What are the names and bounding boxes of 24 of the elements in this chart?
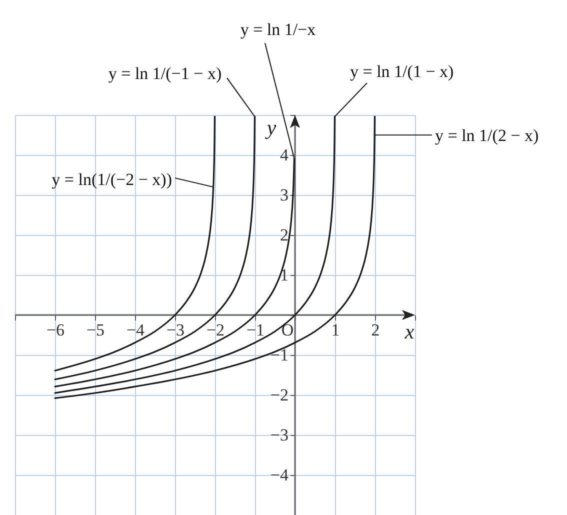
y-axis-title: y (264, 116, 277, 140)
x-tick-label: 2 (371, 320, 380, 340)
y-tick-label: −3 (270, 426, 288, 444)
y-tick-label: 2 (280, 226, 288, 244)
x-tick-label: −6 (46, 320, 65, 340)
x-tick-label: −2 (206, 320, 225, 340)
y-tick-label: 4 (280, 146, 289, 164)
x-tick-label: 1 (331, 320, 340, 340)
y-tick-label: −1 (270, 346, 288, 364)
x-tick-label: −4 (126, 320, 146, 340)
x-tick-label: −5 (86, 320, 105, 340)
text: y = ln(1/(−2 − x)) (52, 170, 172, 189)
y-tick-label: −2 (270, 386, 288, 404)
x-axis-title: x (404, 320, 415, 344)
x-tick-label: O (281, 320, 294, 340)
text: y = ln 1/−x (240, 20, 316, 39)
x-tick-label: −3 (166, 320, 185, 340)
y-tick-label: −4 (270, 466, 289, 484)
text: y = ln 1/(1 − x) (350, 62, 454, 81)
x-tick-label: −1 (246, 320, 265, 340)
y-tick-label: 3 (280, 186, 288, 204)
y-tick-label: 1 (280, 266, 288, 284)
legend-label: y = ln 1/(2 − x) (435, 126, 539, 145)
text: y = ln 1/(−1 − x) (108, 64, 222, 83)
